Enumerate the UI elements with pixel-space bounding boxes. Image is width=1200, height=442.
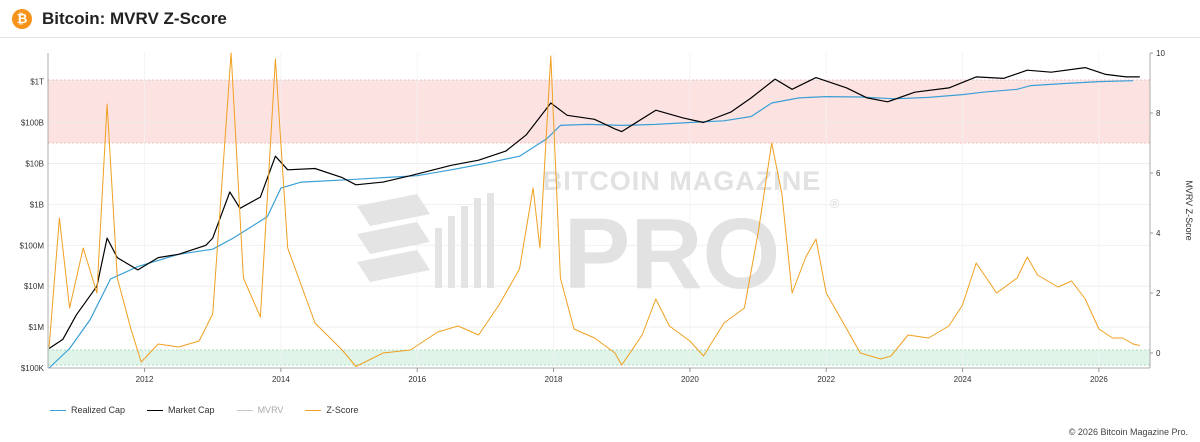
chart-header: ₿ Bitcoin: MVRV Z-Score: [0, 0, 1200, 38]
y-left-tick-label: $10M: [24, 282, 44, 291]
x-tick-label: 2022: [817, 375, 835, 384]
y-left-tick-label: $100M: [20, 241, 45, 250]
bottom-band: [48, 350, 1150, 365]
y-right-tick-label: 0: [1156, 349, 1161, 358]
y-left-tick-label: $1M: [28, 323, 44, 332]
legend-item-mvrv[interactable]: MVRV: [236, 405, 284, 415]
legend-item-zscore[interactable]: Z-Score: [305, 405, 358, 415]
watermark-line1: BITCOIN MAGAZINE: [543, 166, 822, 196]
y-left-tick-label: $10B: [25, 159, 44, 168]
chart-legend: Realized Cap Market Cap MVRV Z-Score: [50, 405, 358, 415]
top-band: [48, 80, 1150, 143]
series-line-realized-cap: [48, 80, 1134, 369]
legend-item-market-cap[interactable]: Market Cap: [147, 405, 215, 415]
y-right-tick-label: 2: [1156, 289, 1161, 298]
x-tick-label: 2026: [1090, 375, 1108, 384]
y-left-tick-label: $1B: [30, 200, 44, 209]
legend-swatch: [50, 409, 66, 411]
legend-label: MVRV: [257, 405, 284, 415]
watermark: BITCOIN MAGAZINE PRO ®: [357, 166, 840, 310]
legend-swatch: [236, 409, 253, 411]
legend-swatch: [147, 409, 164, 411]
watermark-mark: ®: [830, 196, 840, 211]
x-tick-label: 2024: [954, 375, 972, 384]
y-right-tick-label: 4: [1156, 229, 1161, 238]
x-tick-label: 2012: [136, 375, 154, 384]
watermark-line2: PRO: [564, 198, 781, 310]
series-line-market-cap: [48, 67, 1140, 349]
series-line-z-score: [48, 52, 1140, 367]
y-right-tick-label: 8: [1156, 109, 1161, 118]
bitcoin-icon: ₿: [12, 8, 32, 29]
legend-label: Market Cap: [168, 405, 215, 415]
legend-swatch: [305, 409, 322, 411]
y-left-tick-label: $100K: [21, 364, 45, 373]
x-tick-label: 2014: [272, 375, 290, 384]
page-title: Bitcoin: MVRV Z-Score: [42, 8, 227, 28]
x-tick-label: 2018: [545, 375, 563, 384]
chart-card: BITCOIN MAGAZINE PRO ® $100K $1M $10M $100M…: [0, 38, 1200, 442]
y-right-tick-label: 6: [1156, 169, 1161, 178]
watermark-logo-icon: [357, 193, 494, 288]
x-tick-label: 2016: [408, 375, 426, 384]
y-left-tick-label: $100B: [21, 119, 44, 128]
legend-label: Z-Score: [326, 405, 359, 415]
x-tick-label: 2020: [681, 375, 699, 384]
legend-item-realized-cap[interactable]: Realized Cap: [50, 405, 125, 415]
copyright: © 2026 Bitcoin Magazine Pro.: [1068, 427, 1188, 437]
y-right-axis-title: MVRV Z-Score: [1184, 180, 1194, 240]
y-right-tick-label: 10: [1156, 49, 1165, 58]
y-left-tick-label: $1T: [30, 78, 44, 87]
mvrv-zscore-chart[interactable]: BITCOIN MAGAZINE PRO ® $100K $1M $10M $100M…: [0, 38, 1200, 403]
legend-label: Realized Cap: [71, 405, 126, 415]
